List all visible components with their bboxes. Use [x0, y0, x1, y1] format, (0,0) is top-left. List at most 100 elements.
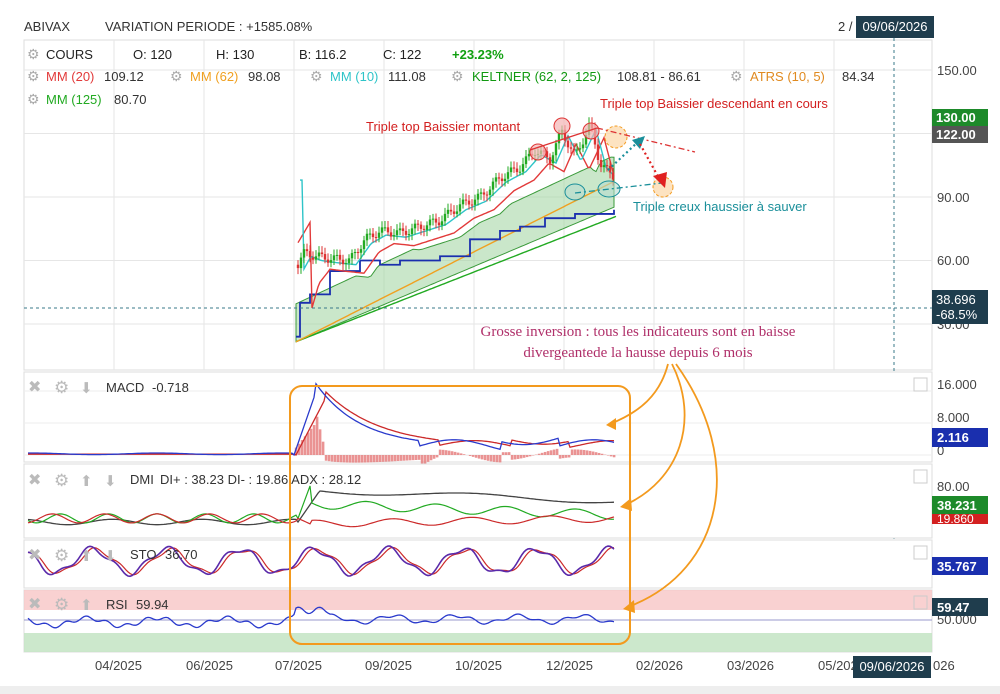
- candle-body: [377, 232, 381, 238]
- macd-bar: [417, 455, 421, 460]
- macd-bar: [543, 451, 547, 455]
- candle-body: [464, 199, 468, 201]
- x-label: 02/2026: [636, 658, 683, 673]
- candle-body: [518, 171, 522, 173]
- candle-body: [422, 228, 426, 230]
- macd-bar: [318, 429, 322, 455]
- macd-tick: 16.000: [937, 377, 977, 392]
- macd-bar: [372, 455, 376, 463]
- candle-body: [395, 230, 399, 236]
- arrow-up-icon[interactable]: ⬆: [80, 597, 93, 614]
- candle-body: [359, 249, 363, 253]
- macd-bar: [366, 455, 370, 463]
- macd-bar: [606, 455, 610, 456]
- arrow-head: [653, 172, 667, 188]
- rsi-expand-checkbox[interactable]: [913, 595, 928, 610]
- arrow-down-icon[interactable]: ⬇: [80, 380, 93, 397]
- arrow-up-icon[interactable]: ⬆: [80, 473, 93, 490]
- close-icon[interactable]: ✖: [28, 596, 41, 613]
- arrow-down-icon[interactable]: ⬇: [104, 473, 117, 490]
- annotation-inversion-line1: Grosse inversion : tous les indicateurs …: [481, 324, 796, 340]
- macd-bar: [591, 451, 595, 455]
- candle-body: [551, 155, 555, 164]
- candle-body: [317, 252, 321, 257]
- candle-body: [410, 228, 414, 235]
- macd-bar: [324, 455, 328, 461]
- candle-body: [515, 168, 519, 173]
- macd-expand-checkbox[interactable]: [913, 377, 928, 392]
- macd-bar: [438, 449, 442, 455]
- gear-icon[interactable]: ⚙: [54, 595, 69, 614]
- candle-body: [404, 230, 408, 235]
- candle-body: [296, 264, 300, 269]
- arrow-up-icon[interactable]: ⬆: [80, 548, 93, 565]
- macd-bar: [354, 455, 358, 463]
- gear-icon[interactable]: ⚙: [27, 91, 40, 107]
- gear-icon[interactable]: ⚙: [310, 68, 323, 84]
- candle-body: [497, 177, 501, 179]
- candle-body: [500, 178, 504, 182]
- price-candles: [296, 117, 615, 275]
- candle-body: [371, 233, 375, 238]
- macd-badge-text: 2.116: [937, 430, 969, 445]
- gear-icon[interactable]: ⚙: [170, 68, 183, 84]
- gear-icon[interactable]: ⚙: [451, 68, 464, 84]
- legend-mm125: MM (125): [46, 92, 102, 107]
- gear-icon[interactable]: ⚙: [730, 68, 743, 84]
- macd-bar: [429, 455, 433, 461]
- candle-body: [308, 251, 312, 258]
- dmi-tick: 80.00: [937, 479, 970, 494]
- macd-bar: [309, 428, 313, 455]
- legend: ⚙ COURS O: 120 H: 130 B: 116.2 C: 122 +2…: [27, 46, 875, 107]
- bottom-strip: [0, 686, 1000, 694]
- legend-low: B: 116.2: [299, 47, 346, 62]
- trendline-top-falling: [596, 127, 696, 153]
- candle-body: [485, 194, 489, 196]
- candle-body: [440, 221, 444, 226]
- gear-icon[interactable]: ⚙: [54, 378, 69, 397]
- candle-body: [320, 252, 324, 255]
- price-tick: 90.00: [937, 190, 970, 205]
- macd-bar: [396, 455, 400, 462]
- macd-bar: [597, 452, 601, 455]
- macd-badge: [932, 428, 988, 447]
- sto-expand-checkbox[interactable]: [913, 545, 928, 560]
- macd-bar: [363, 455, 367, 463]
- candle-body: [362, 240, 366, 250]
- candle-body: [326, 259, 330, 263]
- annotations: Triple top Baissier montant Triple top B…: [366, 96, 828, 361]
- arrow-down-icon[interactable]: ⬇: [104, 548, 117, 565]
- macd-bar: [468, 455, 472, 456]
- macd-bar: [426, 455, 430, 462]
- rsi-overbought-zone: [24, 590, 932, 610]
- price-axis: 150.00 90.00 60.00 30.00: [937, 63, 977, 332]
- gear-icon[interactable]: ⚙: [54, 546, 69, 565]
- gear-icon[interactable]: ⚙: [27, 68, 40, 84]
- dmi-label: DMI: [130, 472, 154, 487]
- candle-body: [491, 181, 495, 190]
- close-icon[interactable]: ✖: [28, 379, 41, 396]
- price-tick: 150.00: [937, 63, 977, 78]
- gear-icon[interactable]: ⚙: [54, 471, 69, 490]
- macd-label: MACD: [106, 380, 144, 395]
- macd-bar: [375, 455, 379, 463]
- candle-body: [368, 233, 372, 235]
- close-icon[interactable]: ✖: [28, 547, 41, 564]
- date-badge-top: [856, 16, 934, 38]
- candle-body: [305, 249, 309, 252]
- mm62-line: [295, 180, 615, 343]
- macd-bar: [399, 455, 403, 461]
- legend-mm62: MM (62): [190, 69, 238, 84]
- macd-bar: [474, 455, 478, 458]
- macd-bar: [573, 449, 577, 455]
- close-icon[interactable]: ✖: [28, 472, 41, 489]
- candle-body: [527, 153, 531, 157]
- macd-bar: [369, 455, 373, 463]
- macd-bar: [480, 455, 484, 460]
- dmi-expand-checkbox[interactable]: [913, 469, 928, 484]
- trendline-bottom: [574, 182, 663, 194]
- macd-bar: [432, 455, 436, 459]
- gear-icon[interactable]: ⚙: [27, 46, 40, 62]
- macd-bar: [570, 449, 574, 455]
- x-label: 07/2025: [275, 658, 322, 673]
